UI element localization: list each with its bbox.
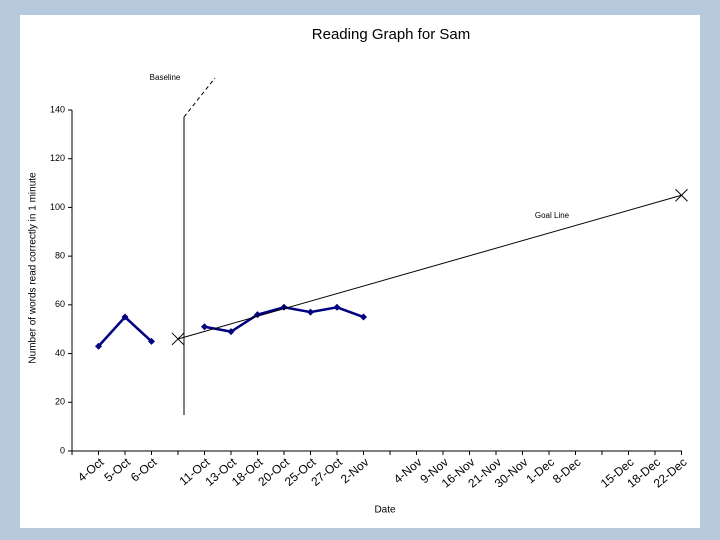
chart-title: Reading Graph for Sam — [312, 26, 470, 43]
baseline-label: Baseline — [150, 73, 181, 82]
y-tick-label: 140 — [50, 104, 65, 114]
y-tick-label: 20 — [55, 397, 65, 407]
y-tick-label: 120 — [50, 153, 65, 163]
data-point — [360, 313, 367, 321]
y-tick-label: 40 — [55, 348, 65, 358]
goal-line-label: Goal Line — [535, 211, 570, 220]
y-tick-label: 60 — [55, 299, 65, 309]
goal-marker — [171, 332, 185, 346]
data-point — [333, 303, 341, 311]
data-point — [307, 308, 314, 316]
goal-line — [177, 194, 682, 340]
baseline-pointer — [183, 77, 216, 118]
y-tick-label: 0 — [60, 445, 65, 455]
y-axis-label: Number of words read correctly in 1 minu… — [28, 172, 39, 364]
data-point — [95, 342, 102, 350]
data-point — [201, 323, 208, 331]
y-tick-label: 100 — [50, 202, 65, 212]
data-point — [227, 328, 235, 336]
data-point — [148, 337, 155, 345]
goal-marker — [675, 188, 688, 202]
y-tick-label: 80 — [55, 251, 65, 261]
data-point — [121, 313, 129, 321]
x-axis-label: Date — [374, 505, 396, 516]
chart-area — [20, 15, 700, 528]
